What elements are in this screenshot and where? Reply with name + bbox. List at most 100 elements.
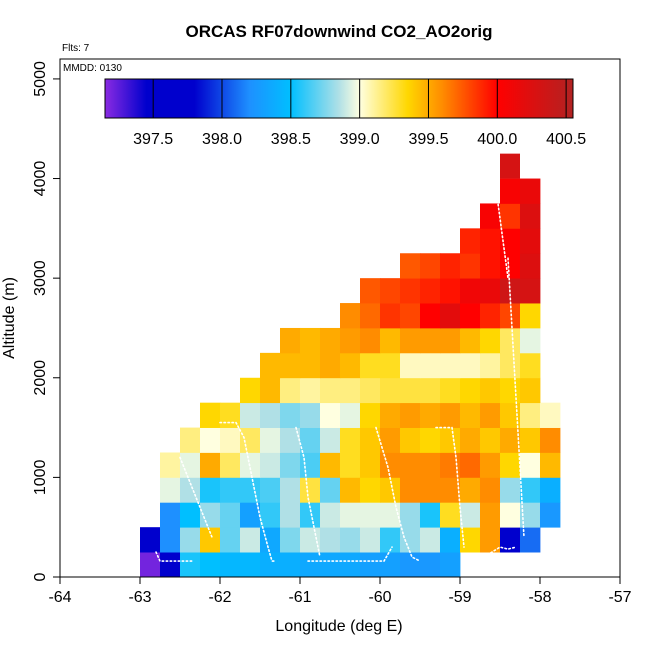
heatmap-cell: [540, 502, 561, 528]
heatmap-cell: [480, 278, 501, 304]
flight-track: [495, 187, 509, 279]
heatmap-cell: [520, 327, 541, 354]
heatmap-cell: [480, 303, 501, 329]
y-tick-label: 1000: [32, 459, 49, 495]
heatmap-cell: [240, 427, 261, 453]
heatmap-cell: [520, 253, 541, 279]
heatmap-cell: [260, 402, 281, 428]
heatmap-cell: [320, 377, 341, 404]
x-tick-label: -64: [48, 589, 71, 606]
date-label: MMDD: 0130: [63, 63, 122, 74]
heatmap-cell: [160, 477, 181, 503]
heatmap-cell: [520, 527, 541, 553]
heatmap-cell: [480, 253, 501, 279]
heatmap-cell: [280, 327, 301, 354]
flight-track: [179, 456, 213, 538]
flight-tracks: [155, 187, 525, 562]
y-axis-label: Altitude (m): [1, 277, 18, 359]
heatmap-cell: [280, 527, 301, 553]
heatmap-cells: [140, 153, 561, 578]
heatmap-cell: [180, 552, 201, 578]
heatmap-cell: [240, 402, 261, 428]
heatmap-cell: [180, 452, 201, 478]
flight-track: [507, 257, 525, 538]
heatmap-cell: [500, 203, 521, 229]
flight-track: [435, 426, 465, 548]
heatmap-cell: [520, 228, 541, 254]
y-tick-label: 4000: [32, 161, 49, 197]
heatmap-cell: [400, 402, 421, 428]
heatmap-cell: [380, 352, 401, 379]
heatmap-cell: [380, 427, 401, 453]
heatmap-cell: [280, 352, 301, 379]
heatmap-cell: [320, 427, 341, 453]
colorbar-tick-label: 400.0: [477, 131, 517, 148]
heatmap-cell: [480, 203, 501, 229]
heatmap-cell: [360, 427, 381, 453]
heatmap-cell: [260, 552, 281, 578]
heatmap-cell: [460, 402, 481, 428]
heatmap-cell: [200, 452, 221, 478]
heatmap-cell: [420, 552, 441, 578]
heatmap-cell: [180, 502, 201, 528]
heatmap-cell: [300, 352, 321, 379]
heatmap-cell: [460, 352, 481, 379]
flight-track: [295, 426, 321, 558]
heatmap-cell: [180, 527, 201, 553]
heatmap-cell: [260, 352, 281, 379]
heatmap-cell: [240, 552, 261, 578]
heatmap-cell: [480, 452, 501, 478]
chart-title: ORCAS RF07downwind CO2_AO2orig: [186, 22, 493, 41]
heatmap-cell: [460, 377, 481, 404]
heatmap-cell: [420, 452, 441, 478]
flight-track: [375, 426, 421, 562]
heatmap-cell: [480, 377, 501, 404]
heatmap-cell: [540, 402, 561, 428]
heatmap-cell: [420, 327, 441, 354]
heatmap-cell: [540, 452, 561, 478]
heatmap-cell: [320, 502, 341, 528]
colorbar-tick-label: 400.5: [546, 131, 586, 148]
heatmap-cell: [280, 402, 301, 428]
heatmap-cell: [360, 352, 381, 379]
heatmap-cell: [340, 303, 361, 329]
heatmap-cell: [520, 303, 541, 329]
heatmap-cell: [200, 527, 221, 553]
heatmap-cell: [480, 477, 501, 503]
heatmap-cell: [520, 427, 541, 453]
heatmap-cell: [460, 278, 481, 304]
heatmap-cell: [360, 278, 381, 304]
heatmap-cell: [220, 502, 241, 528]
heatmap-cell: [360, 527, 381, 553]
heatmap-cell: [440, 502, 461, 528]
heatmap-cell: [340, 477, 361, 503]
heatmap-cell: [240, 502, 261, 528]
heatmap-cell: [200, 427, 221, 453]
colorbar-tick-label: 397.5: [133, 131, 173, 148]
heatmap-cell: [200, 402, 221, 428]
heatmap-cell: [340, 502, 361, 528]
heatmap-cell: [160, 452, 181, 478]
colorbar-tick-label: 399.0: [340, 131, 380, 148]
heatmap-cell: [460, 452, 481, 478]
heatmap-cell: [360, 502, 381, 528]
heatmap-cell: [420, 303, 441, 329]
heatmap-cell: [300, 552, 321, 578]
colorbar-tick-label: 399.5: [408, 131, 448, 148]
heatmap-cell: [200, 477, 221, 503]
heatmap-cell: [340, 402, 361, 428]
heatmap-cell: [220, 452, 241, 478]
x-tick-label: -59: [448, 589, 471, 606]
heatmap-cell: [400, 327, 421, 354]
x-tick-label: -63: [128, 589, 151, 606]
heatmap-cell: [320, 552, 341, 578]
colorbar-tick-label: 398.0: [202, 131, 242, 148]
heatmap-cell: [380, 327, 401, 354]
heatmap-cell: [520, 352, 541, 379]
heatmap-cell: [420, 253, 441, 279]
heatmap-cell: [360, 327, 381, 354]
heatmap-cell: [380, 477, 401, 503]
heatmap-cell: [400, 352, 421, 379]
flight-track: [307, 546, 393, 562]
flight-track: [219, 421, 277, 562]
